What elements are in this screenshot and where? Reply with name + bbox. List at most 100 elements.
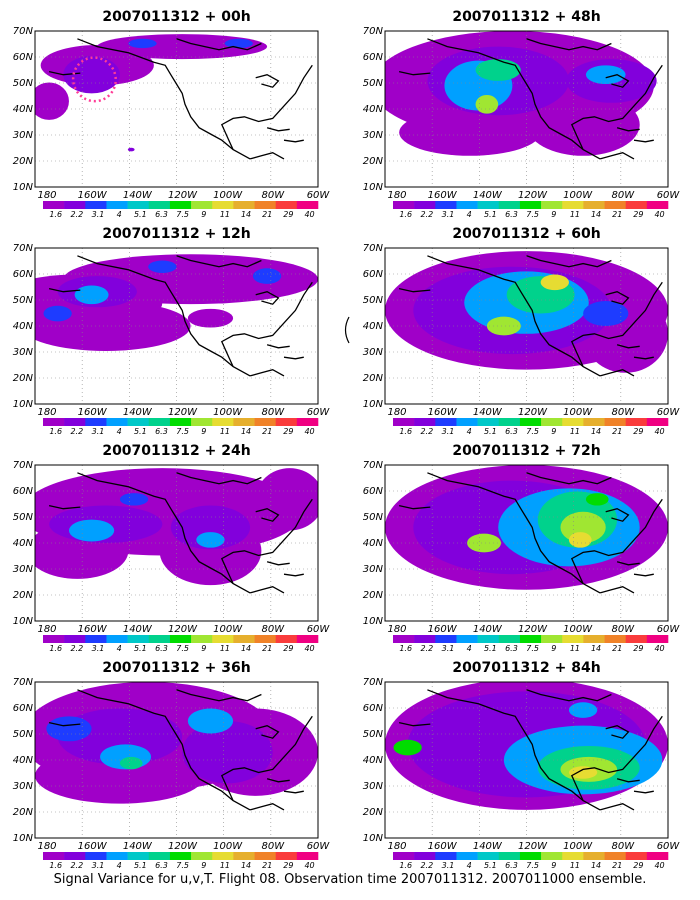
- x-tick-label: 160W: [428, 407, 458, 418]
- colorbar-swatch: [233, 418, 255, 426]
- y-tick-label: 10N: [13, 399, 34, 410]
- x-tick-label: 180: [37, 624, 56, 635]
- colorbar-swatch: [393, 852, 415, 860]
- coastline: [398, 689, 663, 811]
- colorbar-swatch: [604, 201, 626, 209]
- colorbar-swatch: [275, 635, 298, 643]
- coastline-path: [570, 498, 663, 584]
- panel-title: 2007011312 + 72h: [452, 443, 600, 459]
- colorbar-swatch: [583, 201, 605, 209]
- y-tick-label: 20N: [13, 590, 34, 601]
- x-tick-label: 120W: [518, 407, 548, 418]
- x-tick-label: 160W: [78, 190, 108, 201]
- colorbar-label: 3.1: [92, 861, 105, 870]
- coastline-path: [266, 778, 290, 783]
- contour-blob: [119, 493, 149, 506]
- colorbar-swatch: [212, 852, 234, 860]
- colorbar-swatch: [275, 852, 298, 860]
- colorbar-swatch: [498, 852, 521, 860]
- colorbar-swatch: [456, 852, 478, 860]
- colorbar-swatch: [148, 852, 171, 860]
- colorbar-label: 2.2: [70, 644, 83, 653]
- colorbar-label: 9: [551, 427, 556, 436]
- colorbar-swatch: [477, 852, 500, 860]
- panel-title: 2007011312 + 84h: [452, 660, 600, 676]
- panel-title: 2007011312 + 48h: [452, 9, 600, 25]
- coastline: [48, 472, 313, 594]
- coastline-path: [266, 127, 290, 132]
- colorbar-swatch: [191, 418, 213, 426]
- y-tick-label: 70N: [363, 460, 384, 471]
- x-tick-label: 80W: [612, 190, 636, 201]
- coastline-path: [570, 64, 663, 150]
- colorbar-swatch: [254, 852, 276, 860]
- coastline-path: [398, 70, 431, 76]
- colorbar-swatch: [393, 201, 415, 209]
- y-tick-label: 50N: [13, 295, 34, 306]
- coastline-path: [570, 281, 663, 367]
- colorbar-label: 2.2: [420, 427, 433, 436]
- coastline-path: [633, 573, 654, 577]
- colorbar-swatch: [191, 635, 213, 643]
- colorbar-label: 11: [220, 210, 230, 219]
- map-panel-0: 2007011312 + 00h 70N 60N 50N 40N 30N 20N 10N180…: [13, 9, 331, 219]
- y-tick-label: 30N: [363, 347, 384, 358]
- coastline-path: [283, 139, 304, 143]
- coastline-path: [176, 689, 262, 702]
- colorbar-swatch: [646, 201, 669, 209]
- coastline-path: [283, 790, 304, 794]
- coastline-path: [220, 64, 313, 150]
- colorbar-label: 2.2: [70, 427, 83, 436]
- y-tick-label: 50N: [363, 295, 384, 306]
- x-tick-label: 180: [387, 841, 406, 852]
- y-tick-label: 40N: [13, 321, 34, 332]
- contour-blob: [35, 301, 191, 351]
- x-tick-label: 100W: [213, 407, 243, 418]
- colorbar-swatch: [646, 418, 669, 426]
- colorbar-swatch: [414, 201, 436, 209]
- contour-blob: [187, 708, 234, 734]
- x-tick-label: 160W: [78, 841, 108, 852]
- x-tick-label: 60W: [307, 624, 331, 635]
- colorbar-swatch: [414, 852, 436, 860]
- observation-region-marker: [71, 56, 117, 103]
- colorbar-swatch: [541, 201, 563, 209]
- coastline-path: [220, 498, 313, 584]
- colorbar-label: 3.1: [442, 644, 455, 653]
- colorbar-label: 6.3: [155, 427, 168, 436]
- coastline-path: [427, 472, 601, 594]
- coastline-path: [633, 790, 654, 794]
- x-tick-label: 80W: [612, 407, 636, 418]
- colorbar-label: 1.6: [49, 427, 62, 436]
- contour-blob: [119, 756, 143, 770]
- x-tick-label: 160W: [428, 624, 458, 635]
- colorbar-label: 2.2: [420, 210, 433, 219]
- colorbar-label: 14: [591, 427, 601, 436]
- colorbar-label: 1.6: [49, 210, 62, 219]
- y-tick-label: 60N: [13, 269, 34, 280]
- y-tick-label: 20N: [13, 373, 34, 384]
- map-panel-1: 2007011312 + 12h 70N 60N 50N 40N 30N 20N 10N180…: [13, 226, 331, 436]
- colorbar-label: 14: [591, 644, 601, 653]
- y-tick-label: 70N: [363, 243, 384, 254]
- colorbar-swatch: [435, 201, 457, 209]
- colorbar-label: 29: [283, 427, 293, 436]
- x-tick-label: 120W: [168, 624, 198, 635]
- colorbar-label: 3.1: [92, 427, 105, 436]
- contour-blob: [148, 260, 177, 273]
- contour-blob: [68, 519, 115, 542]
- colorbar-swatch: [85, 852, 107, 860]
- y-tick-label: 50N: [363, 512, 384, 523]
- y-tick-label: 70N: [363, 677, 384, 688]
- colorbar-label: 4: [117, 427, 122, 436]
- map-panel-4: 2007011312 + 48h 70N 60N 50N 40N 30N 20N 10N180…: [363, 9, 681, 219]
- colorbar-label: 6.3: [505, 210, 518, 219]
- colorbar-swatch: [435, 418, 457, 426]
- colorbar-swatch: [296, 201, 319, 209]
- colorbar-swatch: [233, 201, 255, 209]
- y-tick-label: 50N: [13, 729, 34, 740]
- y-tick-label: 20N: [363, 156, 384, 167]
- colorbar-label: 5.1: [134, 644, 147, 653]
- x-tick-label: 100W: [563, 407, 593, 418]
- coastline: [48, 689, 313, 811]
